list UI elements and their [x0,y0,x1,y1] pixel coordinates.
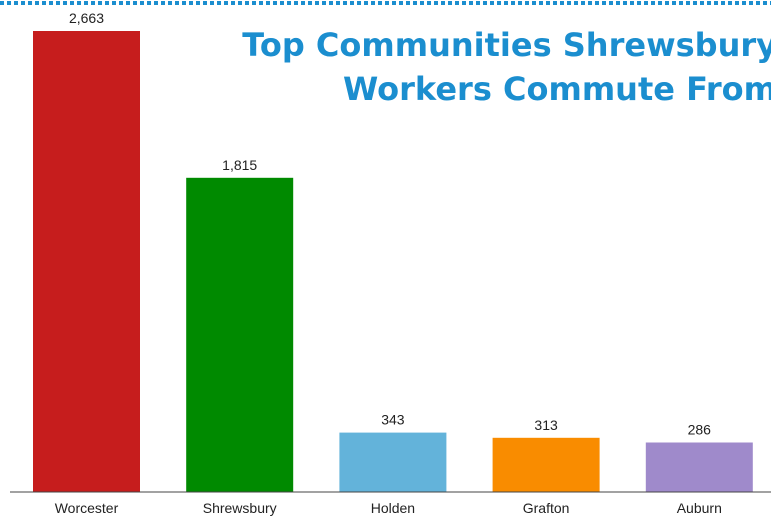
x-tick-label-worcester: Worcester [55,500,119,516]
x-tick-label-holden: Holden [371,500,415,516]
chart-title-line-1: Top Communities Shrewsbury [242,26,771,64]
bars-group [33,31,753,493]
x-tick-label-shrewsbury: Shrewsbury [203,500,277,516]
chart-title-line-2: Workers Commute From [343,70,771,108]
chart-title: Top Communities Shrewsbury Workers Commu… [242,26,771,108]
value-label-grafton: 313 [534,417,558,433]
value-label-auburn: 286 [688,422,712,438]
x-tick-label-auburn: Auburn [677,500,722,516]
bar-auburn [645,442,753,492]
bar-shrewsbury [186,177,294,493]
x-tick-labels-group: Worcester Shrewsbury Holden Grafton Auburn [55,500,722,516]
value-label-holden: 343 [381,412,405,428]
bar-grafton [492,437,600,492]
value-label-shrewsbury: 1,815 [222,157,257,173]
bar-holden [339,432,447,492]
value-labels-group: 2,663 1,815 343 313 286 [69,10,711,438]
bar-worcester [33,31,140,492]
value-label-worcester: 2,663 [69,10,104,26]
x-tick-label-grafton: Grafton [523,500,570,516]
